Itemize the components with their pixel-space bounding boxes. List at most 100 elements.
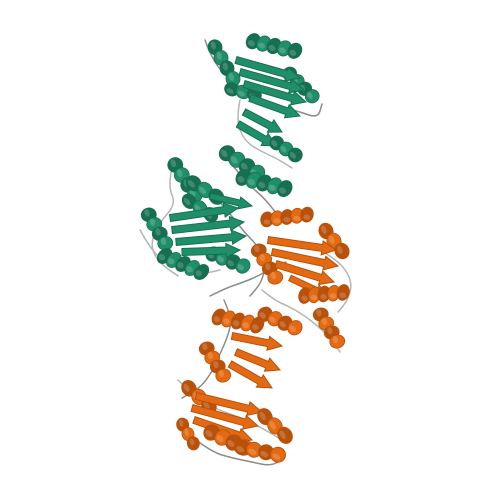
helix-shine	[259, 254, 266, 262]
helix-shine	[247, 178, 255, 186]
strand-b2	[270, 247, 340, 271]
helix-shine	[237, 264, 244, 271]
helix-shine	[160, 237, 167, 246]
helix-shine	[223, 318, 230, 325]
helix-shine	[289, 151, 296, 159]
helix-shine	[258, 42, 266, 49]
helix-b2	[250, 243, 284, 285]
helix-shine	[170, 159, 177, 168]
strand-b6	[234, 348, 282, 372]
helix-shine	[259, 312, 266, 319]
strand-a11	[208, 192, 254, 210]
helix-turn	[277, 180, 293, 198]
strand-a2	[238, 68, 306, 94]
helix-a5	[269, 135, 303, 163]
helix-shine	[210, 41, 216, 50]
helix-shine	[203, 401, 210, 410]
helix-shine	[247, 40, 255, 47]
helix-shine	[228, 72, 234, 81]
helix-shine	[279, 187, 287, 194]
helix-shine	[205, 430, 213, 438]
helix-shine	[329, 235, 335, 244]
helix-b1	[260, 206, 314, 228]
helix-turn	[334, 242, 350, 260]
helix-shine	[186, 266, 193, 273]
helix-b11	[234, 439, 286, 463]
strand-a4	[248, 94, 302, 119]
helix-shine	[218, 370, 225, 378]
helix-shine	[155, 228, 161, 236]
helix-shine	[226, 88, 234, 94]
helix-a1	[245, 33, 303, 59]
helix-shine	[316, 309, 322, 317]
strand-b3	[274, 260, 336, 286]
helix-shine	[268, 44, 276, 52]
strand-a10	[181, 242, 242, 259]
helix-shine	[187, 180, 195, 188]
helix-shine	[310, 294, 318, 301]
helix-shine	[149, 218, 156, 227]
strand-a5	[241, 108, 283, 133]
coil-loop	[195, 439, 283, 466]
helix-shine	[227, 260, 234, 267]
helix-shine	[263, 219, 271, 225]
helix-shine	[289, 49, 297, 56]
helix-shine	[272, 453, 281, 460]
helix-shine	[329, 293, 337, 299]
helix-shine	[167, 258, 175, 265]
helix-b13	[176, 417, 200, 451]
chain-a-green	[140, 33, 320, 280]
helix-shine	[320, 293, 327, 300]
helix-shine	[259, 411, 266, 421]
helix-turn	[304, 89, 320, 104]
helix-shine	[207, 352, 214, 360]
helix-shine	[236, 446, 245, 453]
helix-shine	[213, 316, 221, 323]
helix-turn	[235, 258, 251, 274]
helix-shine	[248, 448, 257, 455]
helix-shine	[273, 218, 281, 224]
helix-shine	[270, 272, 277, 280]
helix-b5	[312, 307, 346, 349]
helix-shine	[230, 156, 238, 164]
helix-a10	[140, 207, 174, 251]
helix-a11	[156, 248, 210, 280]
chain-b-orange	[176, 206, 350, 463]
helix-shine	[183, 383, 190, 392]
helix-shine	[332, 336, 339, 344]
helix-turn	[287, 320, 303, 336]
helix-turn	[287, 147, 303, 163]
helix-shine	[254, 245, 260, 253]
helix-shine	[199, 186, 207, 195]
strand-a7	[168, 202, 240, 223]
strand-b5	[230, 331, 284, 351]
helix-shine	[265, 263, 271, 271]
helix-shine	[195, 270, 202, 277]
helix-shine	[268, 184, 276, 191]
helix-shine	[158, 254, 166, 261]
helix-turn	[329, 334, 346, 349]
helix-shine	[183, 198, 191, 206]
helix-shine	[327, 327, 333, 335]
helix-shine	[237, 176, 245, 183]
helix-shine	[184, 428, 189, 437]
strand-a3	[242, 80, 308, 106]
helix-shine	[269, 421, 276, 430]
helix-shine	[303, 214, 311, 220]
coil-loop	[319, 249, 352, 313]
helix-b4	[298, 284, 350, 304]
helix-turn	[336, 284, 350, 301]
helix-b6	[211, 308, 265, 334]
strand-a8	[171, 215, 246, 235]
helix-shine	[280, 145, 287, 153]
helix-shine	[293, 215, 301, 222]
helix-shine	[220, 149, 228, 158]
helix-shine	[301, 295, 308, 302]
helix-shine	[144, 209, 150, 217]
helix-turn	[300, 206, 314, 223]
helix-shine	[242, 322, 249, 329]
helix-turn	[287, 42, 303, 59]
helix-shine	[213, 361, 219, 369]
